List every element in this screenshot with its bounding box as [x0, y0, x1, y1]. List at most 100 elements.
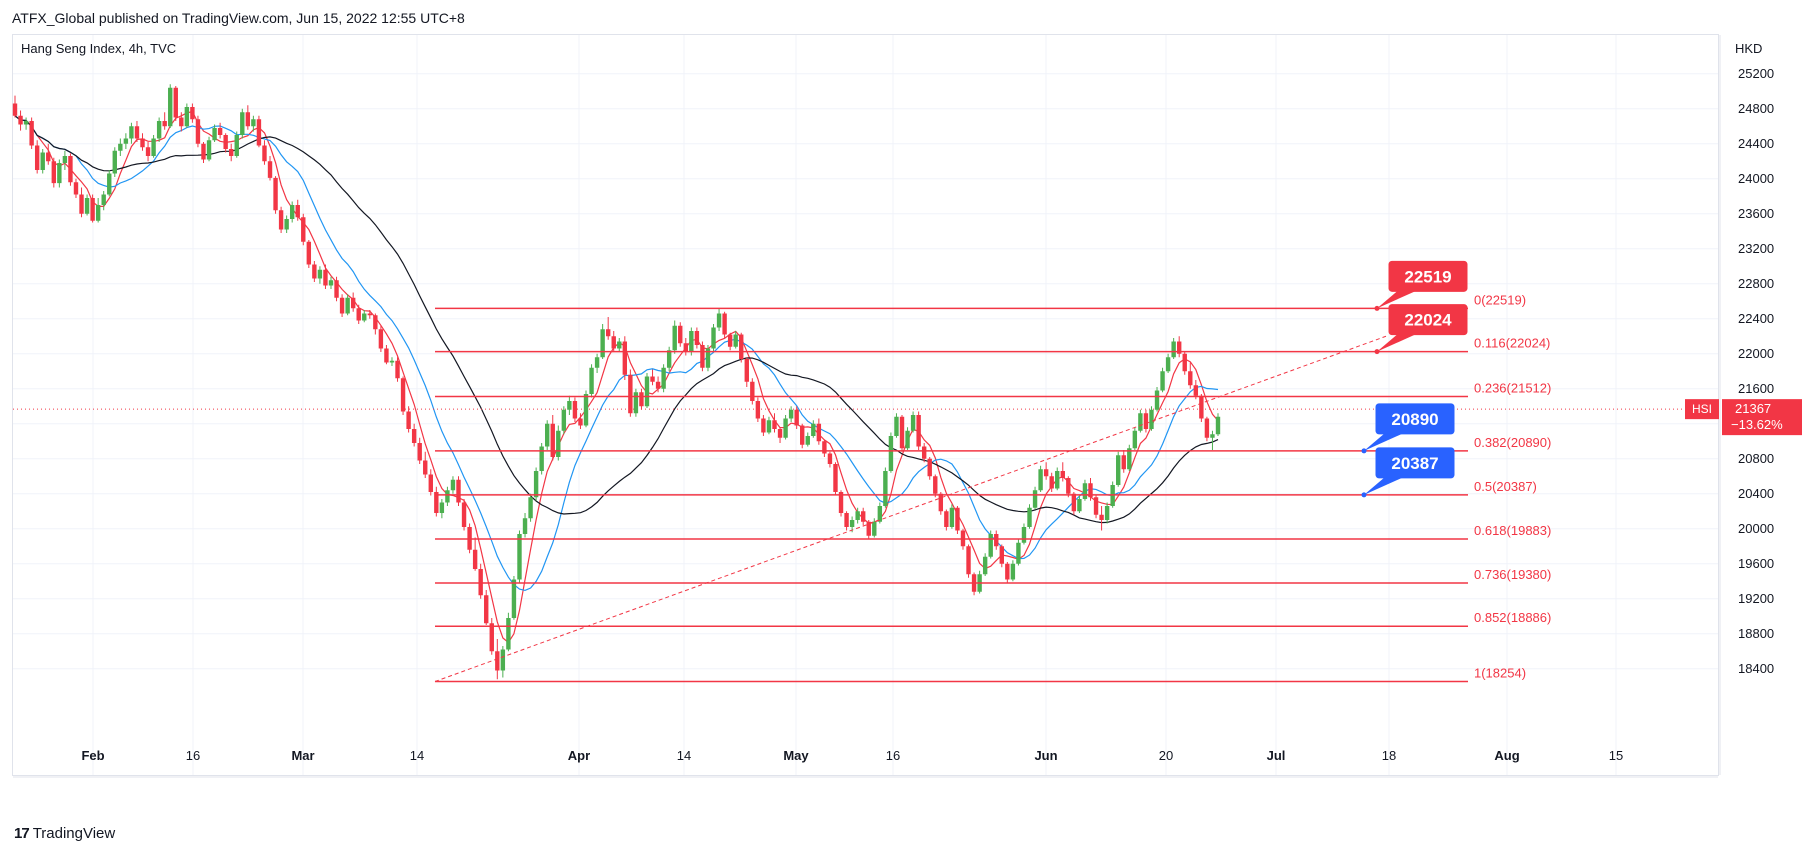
candle — [572, 397, 578, 422]
candle-body — [860, 511, 866, 522]
price-tick-label: 18800 — [1738, 626, 1774, 641]
candle-body — [772, 420, 777, 429]
moving-averages — [13, 110, 1718, 644]
candle-body — [95, 205, 101, 221]
candle-body — [617, 341, 622, 349]
candle — [350, 292, 356, 312]
candle-body — [362, 313, 367, 321]
time-axis[interactable]: Feb 16 Mar 14 Apr 14 May 16 Jun 20 Jul 18 Aug 15 — [81, 748, 1623, 763]
candle-body — [628, 374, 633, 414]
candle-body — [578, 418, 583, 426]
candle — [378, 325, 384, 352]
price-tick-label: 21600 — [1738, 381, 1774, 396]
candle — [34, 140, 40, 174]
candle — [888, 432, 894, 473]
fibonacci-retracement[interactable]: 0(22519) 0.116(22024) 0.236(21512) 0.382(20… — [435, 292, 1551, 683]
candle-body — [755, 401, 761, 419]
candle — [1071, 492, 1077, 515]
candle — [439, 499, 445, 519]
candle — [57, 159, 62, 188]
candle — [578, 413, 583, 429]
price-tick-label: 19200 — [1738, 591, 1774, 606]
candle — [666, 346, 672, 372]
trendline-dashed — [434, 335, 1387, 682]
candle-body — [90, 198, 95, 221]
candle — [866, 520, 871, 540]
candle — [1132, 427, 1138, 450]
last-price-badge — [1722, 399, 1802, 436]
trendline[interactable] — [434, 335, 1387, 682]
price-callout: 20387 — [1361, 447, 1455, 498]
candle-body — [816, 423, 822, 442]
candle-body — [949, 507, 955, 527]
candle — [162, 112, 167, 130]
price-tick-label: 22400 — [1738, 311, 1774, 326]
candle — [356, 304, 361, 324]
callout-box — [1388, 260, 1468, 292]
candle-body — [234, 135, 239, 156]
candle-body — [794, 409, 799, 426]
candle — [411, 423, 417, 447]
candle-body — [129, 126, 134, 139]
candle — [195, 115, 201, 148]
candle — [295, 199, 300, 221]
candle-body — [500, 649, 506, 671]
candle-body — [184, 107, 190, 127]
candle — [561, 406, 567, 435]
price-tick-label: 20000 — [1738, 521, 1774, 536]
candle-body — [317, 269, 323, 279]
time-tick-label: 18 — [1382, 748, 1396, 763]
candle — [1199, 394, 1204, 422]
candle-body — [190, 107, 195, 120]
candle-body — [855, 511, 860, 520]
candle — [289, 201, 295, 223]
candle — [29, 117, 34, 149]
fib-level-label: 0.618(19883) — [1474, 523, 1551, 538]
candle — [251, 115, 256, 132]
candle — [1176, 336, 1182, 358]
candle — [423, 451, 428, 478]
time-tick-label: Apr — [568, 748, 590, 763]
candle — [206, 136, 212, 162]
candle — [982, 553, 988, 576]
price-tick-label: 24400 — [1738, 136, 1774, 151]
candle-body — [18, 115, 23, 125]
price-axis[interactable]: 1840018800192001960020000204002080021200… — [1685, 66, 1802, 676]
candle — [678, 322, 683, 347]
candle — [395, 357, 400, 382]
candle — [644, 373, 650, 408]
candle-body — [289, 205, 295, 219]
candle-body — [888, 436, 894, 471]
chart-frame[interactable]: 0(22519) 0.116(22024) 0.236(21512) 0.382(20… — [12, 34, 1802, 778]
price-callouts[interactable]: 22519 22024 20890 20387 — [1361, 260, 1468, 498]
candle-body — [201, 143, 206, 160]
candle-body — [639, 392, 644, 407]
candle-body — [1182, 353, 1187, 372]
callout-pointer — [1364, 477, 1402, 495]
candle — [977, 570, 982, 594]
price-callout: 22519 — [1374, 260, 1468, 311]
candle-body — [456, 479, 461, 503]
candle — [1038, 465, 1043, 492]
candle — [689, 327, 694, 356]
symbol-label: HSI — [1692, 402, 1712, 416]
candle — [84, 194, 90, 216]
candle-body — [761, 418, 766, 433]
candle-body — [395, 360, 400, 379]
candle — [683, 338, 688, 356]
candle — [179, 112, 184, 132]
candle-body — [783, 418, 788, 438]
candle — [1210, 430, 1215, 450]
candle — [434, 486, 439, 517]
price-chart[interactable]: 0(22519) 0.116(22024) 0.236(21512) 0.382(20… — [12, 35, 1813, 778]
candle — [827, 451, 833, 468]
candle-body — [838, 492, 844, 513]
candle — [744, 357, 749, 387]
candle — [417, 437, 422, 464]
candle — [589, 364, 594, 398]
footer-brand[interactable]: 17 TradingView — [14, 825, 115, 842]
candle-body — [849, 520, 855, 527]
candle — [545, 420, 550, 450]
candle — [1121, 450, 1126, 473]
candle — [550, 415, 555, 461]
